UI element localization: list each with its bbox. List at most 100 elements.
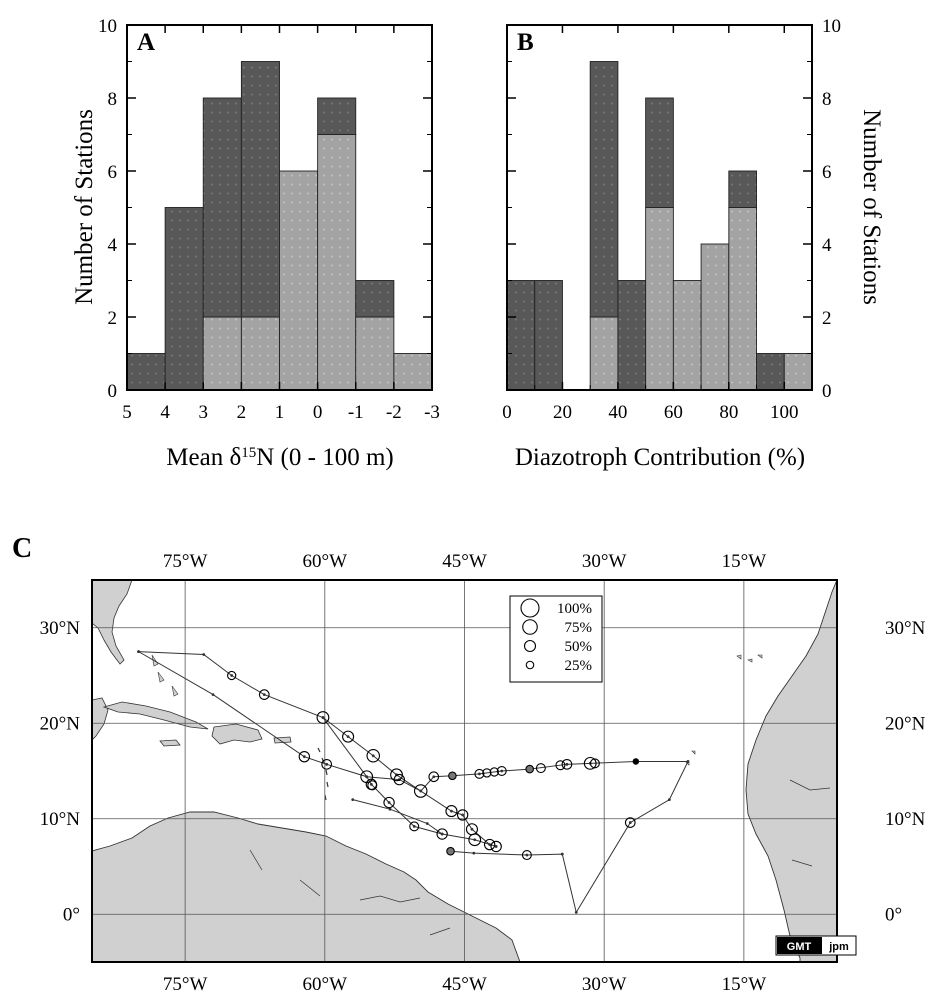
track-vertex-0-23 bbox=[472, 851, 476, 855]
station-circle-31 bbox=[483, 838, 496, 851]
track-vertex-0-20 bbox=[574, 910, 578, 914]
panel-a-bar-6-series-1 bbox=[355, 280, 395, 318]
panel-b-ytick-label-0: 0 bbox=[822, 381, 832, 402]
station-circle-1 bbox=[258, 689, 270, 700]
legend-box bbox=[509, 595, 603, 683]
ship-track-3 bbox=[352, 799, 443, 835]
station-circle-25 bbox=[367, 780, 378, 791]
land-south-america bbox=[92, 811, 521, 962]
panel-a-bar-2-series-1 bbox=[202, 97, 242, 318]
map-top-lon-label-1: 60°W bbox=[303, 551, 348, 572]
panel-b-xtick-label-4: 80 bbox=[719, 402, 738, 423]
panel-b-bar-10-series-0 bbox=[783, 353, 813, 391]
panel-a-label: A bbox=[137, 29, 155, 56]
panel-b-xtick-label-2: 40 bbox=[608, 402, 627, 423]
track-vertex-1-6 bbox=[387, 801, 391, 804]
panel-a-bar-0-series-1 bbox=[126, 353, 166, 391]
track-vertex-0-12 bbox=[500, 769, 504, 773]
map-right-lat-label-0: 0° bbox=[885, 904, 902, 925]
map-bottom-lon-label-0: 75°W bbox=[163, 974, 208, 995]
map-left-lat-label-1: 10°N bbox=[40, 809, 81, 830]
track-vertex-1-9 bbox=[473, 838, 477, 842]
track-vertex-0-14 bbox=[565, 762, 569, 766]
track-vertex-2-0 bbox=[321, 716, 325, 719]
legend-label-2: 50% bbox=[565, 639, 593, 655]
track-vertex-3-3 bbox=[440, 832, 444, 836]
panel-b-xlabel: Diazotroph Contribution (%) bbox=[515, 444, 805, 471]
panel-a-ytick-label-5: 10 bbox=[98, 16, 117, 37]
station-circle-24 bbox=[298, 750, 311, 763]
legend-circle-3 bbox=[525, 660, 535, 670]
track-vertex-1-7 bbox=[412, 824, 416, 828]
track-vertex-2-7 bbox=[488, 843, 492, 846]
track-vertex-0-1 bbox=[202, 653, 206, 656]
track-vertex-0-9 bbox=[432, 775, 436, 779]
station-circle-28 bbox=[456, 809, 469, 821]
track-vertex-0-19 bbox=[628, 821, 632, 824]
land-hispaniola bbox=[211, 723, 263, 745]
map-top-lon-label-2: 45°W bbox=[442, 551, 487, 572]
station-circle-32 bbox=[490, 840, 502, 853]
land-cuba bbox=[102, 701, 209, 730]
station-circle-4 bbox=[366, 748, 380, 763]
panel-a-bar-1-series-1 bbox=[164, 207, 204, 391]
panel-b-ylabel: Number of Stations bbox=[858, 109, 885, 305]
map-right-lat-label-3: 30°N bbox=[885, 618, 926, 639]
track-vertex-0-5 bbox=[346, 735, 350, 739]
land-north-america bbox=[92, 580, 133, 665]
track-vertex-1-1 bbox=[211, 693, 215, 696]
station-circle-16 bbox=[561, 758, 573, 770]
panel-a-bar-6-series-0 bbox=[355, 316, 395, 391]
panel-a-bar-4-series-0 bbox=[279, 170, 319, 391]
land-rivers bbox=[249, 849, 451, 936]
track-vertex-3-1 bbox=[388, 807, 392, 811]
panel-a-bar-3-series-0 bbox=[240, 316, 280, 391]
map-left-lat-label-2: 20°N bbox=[40, 713, 81, 734]
panel-b-bar-6-series-0 bbox=[672, 280, 702, 391]
panel-b-ytick-label-5: 10 bbox=[822, 16, 841, 37]
station-circle-36 bbox=[446, 846, 455, 856]
station-circle-14 bbox=[535, 763, 546, 774]
panel-a-xtick-label-8: -3 bbox=[424, 402, 440, 423]
station-circle-6 bbox=[413, 784, 428, 798]
panel-b-bar-9-series-1 bbox=[756, 353, 785, 391]
track-vertex-2-1 bbox=[365, 775, 369, 779]
panel-b-xtick-label-5: 100 bbox=[770, 402, 799, 423]
station-circle-10 bbox=[482, 768, 492, 778]
station-circles bbox=[227, 670, 640, 861]
station-circle-8 bbox=[448, 771, 457, 781]
station-circle-13 bbox=[525, 764, 534, 774]
station-circle-18 bbox=[589, 758, 600, 769]
land-central-america bbox=[92, 697, 109, 741]
panel-b-bar-8-series-1 bbox=[728, 170, 757, 208]
map-left-lat-label-3: 30°N bbox=[40, 618, 81, 639]
track-vertex-0-6 bbox=[371, 754, 375, 758]
legend-circle-0 bbox=[520, 598, 540, 618]
map-bottom-lon-label-2: 45°W bbox=[442, 974, 487, 995]
station-circle-15 bbox=[555, 760, 566, 771]
track-vertex-2-6 bbox=[470, 827, 474, 831]
map-legend: 100% 75% 50% 25% bbox=[509, 595, 603, 683]
map-bottom-lon-label-1: 60°W bbox=[303, 974, 348, 995]
panel-b-bar-3-series-1 bbox=[589, 61, 619, 318]
panel-b-bar-7-series-0 bbox=[700, 243, 730, 391]
panel-b-xtick-label-0: 0 bbox=[502, 402, 512, 423]
station-circle-3 bbox=[342, 730, 355, 743]
gmt-author-label: jpm bbox=[828, 941, 849, 953]
panel-a-xtick-label-7: -2 bbox=[386, 402, 402, 423]
track-vertex-0-21 bbox=[560, 852, 564, 856]
track-vertex-0-18 bbox=[667, 798, 671, 802]
station-circle-2 bbox=[316, 711, 330, 724]
panel-b-bar-0-series-1 bbox=[506, 280, 536, 391]
panel-a-ytick-label-4: 8 bbox=[108, 89, 118, 110]
legend-circle-2 bbox=[523, 639, 537, 653]
panel-a-xtick-label-1: 4 bbox=[160, 402, 170, 423]
track-vertex-0-3 bbox=[262, 693, 266, 696]
map-top-lon-label-3: 30°W bbox=[582, 551, 627, 572]
station-circle-9 bbox=[474, 768, 485, 779]
station-circle-17 bbox=[583, 756, 597, 770]
map-left-lat-label-0: 0° bbox=[63, 904, 80, 925]
